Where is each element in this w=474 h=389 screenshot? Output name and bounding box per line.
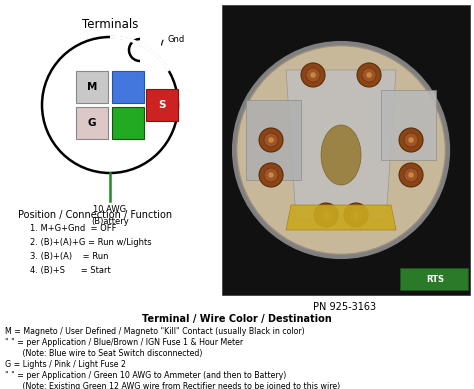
Circle shape bbox=[268, 172, 274, 178]
Text: 3. (B)+(A)    = Run: 3. (B)+(A) = Run bbox=[30, 252, 109, 261]
Text: 1. M+G+Gnd  = OFF: 1. M+G+Gnd = OFF bbox=[30, 224, 117, 233]
Circle shape bbox=[264, 133, 278, 147]
Text: 10 AWG
(B)attery: 10 AWG (B)attery bbox=[91, 205, 129, 226]
Bar bbox=[400, 268, 468, 290]
Text: Terminal / Wire Color / Destination: Terminal / Wire Color / Destination bbox=[142, 314, 332, 324]
Bar bbox=[146, 89, 178, 121]
Text: RTS: RTS bbox=[426, 275, 444, 284]
Circle shape bbox=[408, 172, 414, 178]
Text: G = Lights / Pink / Light Fuse 2: G = Lights / Pink / Light Fuse 2 bbox=[5, 360, 126, 369]
Circle shape bbox=[259, 163, 283, 187]
Text: Terminals: Terminals bbox=[82, 18, 138, 31]
Circle shape bbox=[399, 163, 423, 187]
Text: Gnd: Gnd bbox=[168, 35, 185, 44]
Text: (Note: Blue wire to Seat Switch disconnected): (Note: Blue wire to Seat Switch disconne… bbox=[5, 349, 202, 358]
Text: S: S bbox=[158, 100, 166, 110]
Circle shape bbox=[264, 168, 278, 182]
Circle shape bbox=[399, 128, 423, 152]
Circle shape bbox=[408, 137, 414, 143]
Circle shape bbox=[259, 128, 283, 152]
Circle shape bbox=[366, 72, 372, 78]
Text: Position / Connection / Function: Position / Connection / Function bbox=[18, 210, 172, 220]
Circle shape bbox=[404, 133, 418, 147]
Circle shape bbox=[319, 208, 333, 222]
Circle shape bbox=[404, 168, 418, 182]
Circle shape bbox=[323, 212, 329, 218]
Ellipse shape bbox=[321, 125, 361, 185]
Circle shape bbox=[306, 68, 320, 82]
Circle shape bbox=[310, 72, 316, 78]
Polygon shape bbox=[381, 90, 436, 160]
Text: M = Magneto / User Defined / Magneto "Kill" Contact (usually Black in color): M = Magneto / User Defined / Magneto "Ki… bbox=[5, 327, 305, 336]
Bar bbox=[222, 5, 470, 295]
Polygon shape bbox=[246, 100, 301, 180]
Circle shape bbox=[236, 45, 446, 255]
Polygon shape bbox=[286, 205, 396, 230]
Text: M: M bbox=[87, 82, 97, 92]
Bar bbox=[76, 71, 108, 103]
Circle shape bbox=[353, 212, 359, 218]
Text: 2. (B)+(A)+G = Run w/Lights: 2. (B)+(A)+G = Run w/Lights bbox=[30, 238, 152, 247]
Text: " " = per Application / Blue/Brown / IGN Fuse 1 & Hour Meter: " " = per Application / Blue/Brown / IGN… bbox=[5, 338, 243, 347]
Text: (Note: Existing Green 12 AWG wire from Rectifier needs to be joined to this wire: (Note: Existing Green 12 AWG wire from R… bbox=[5, 382, 340, 389]
Circle shape bbox=[268, 137, 274, 143]
Polygon shape bbox=[286, 70, 396, 220]
Circle shape bbox=[344, 203, 368, 227]
Text: PN 925-3163: PN 925-3163 bbox=[313, 302, 376, 312]
Circle shape bbox=[349, 208, 363, 222]
Text: " " = per Application / Green 10 AWG to Ammeter (and then to Battery): " " = per Application / Green 10 AWG to … bbox=[5, 371, 286, 380]
Circle shape bbox=[362, 68, 376, 82]
Circle shape bbox=[301, 63, 325, 87]
Bar bbox=[112, 107, 144, 139]
Circle shape bbox=[357, 63, 381, 87]
Text: G: G bbox=[88, 118, 96, 128]
Circle shape bbox=[314, 203, 338, 227]
Bar bbox=[112, 71, 144, 103]
Text: 4. (B)+S      = Start: 4. (B)+S = Start bbox=[30, 266, 111, 275]
Bar bbox=[76, 107, 108, 139]
